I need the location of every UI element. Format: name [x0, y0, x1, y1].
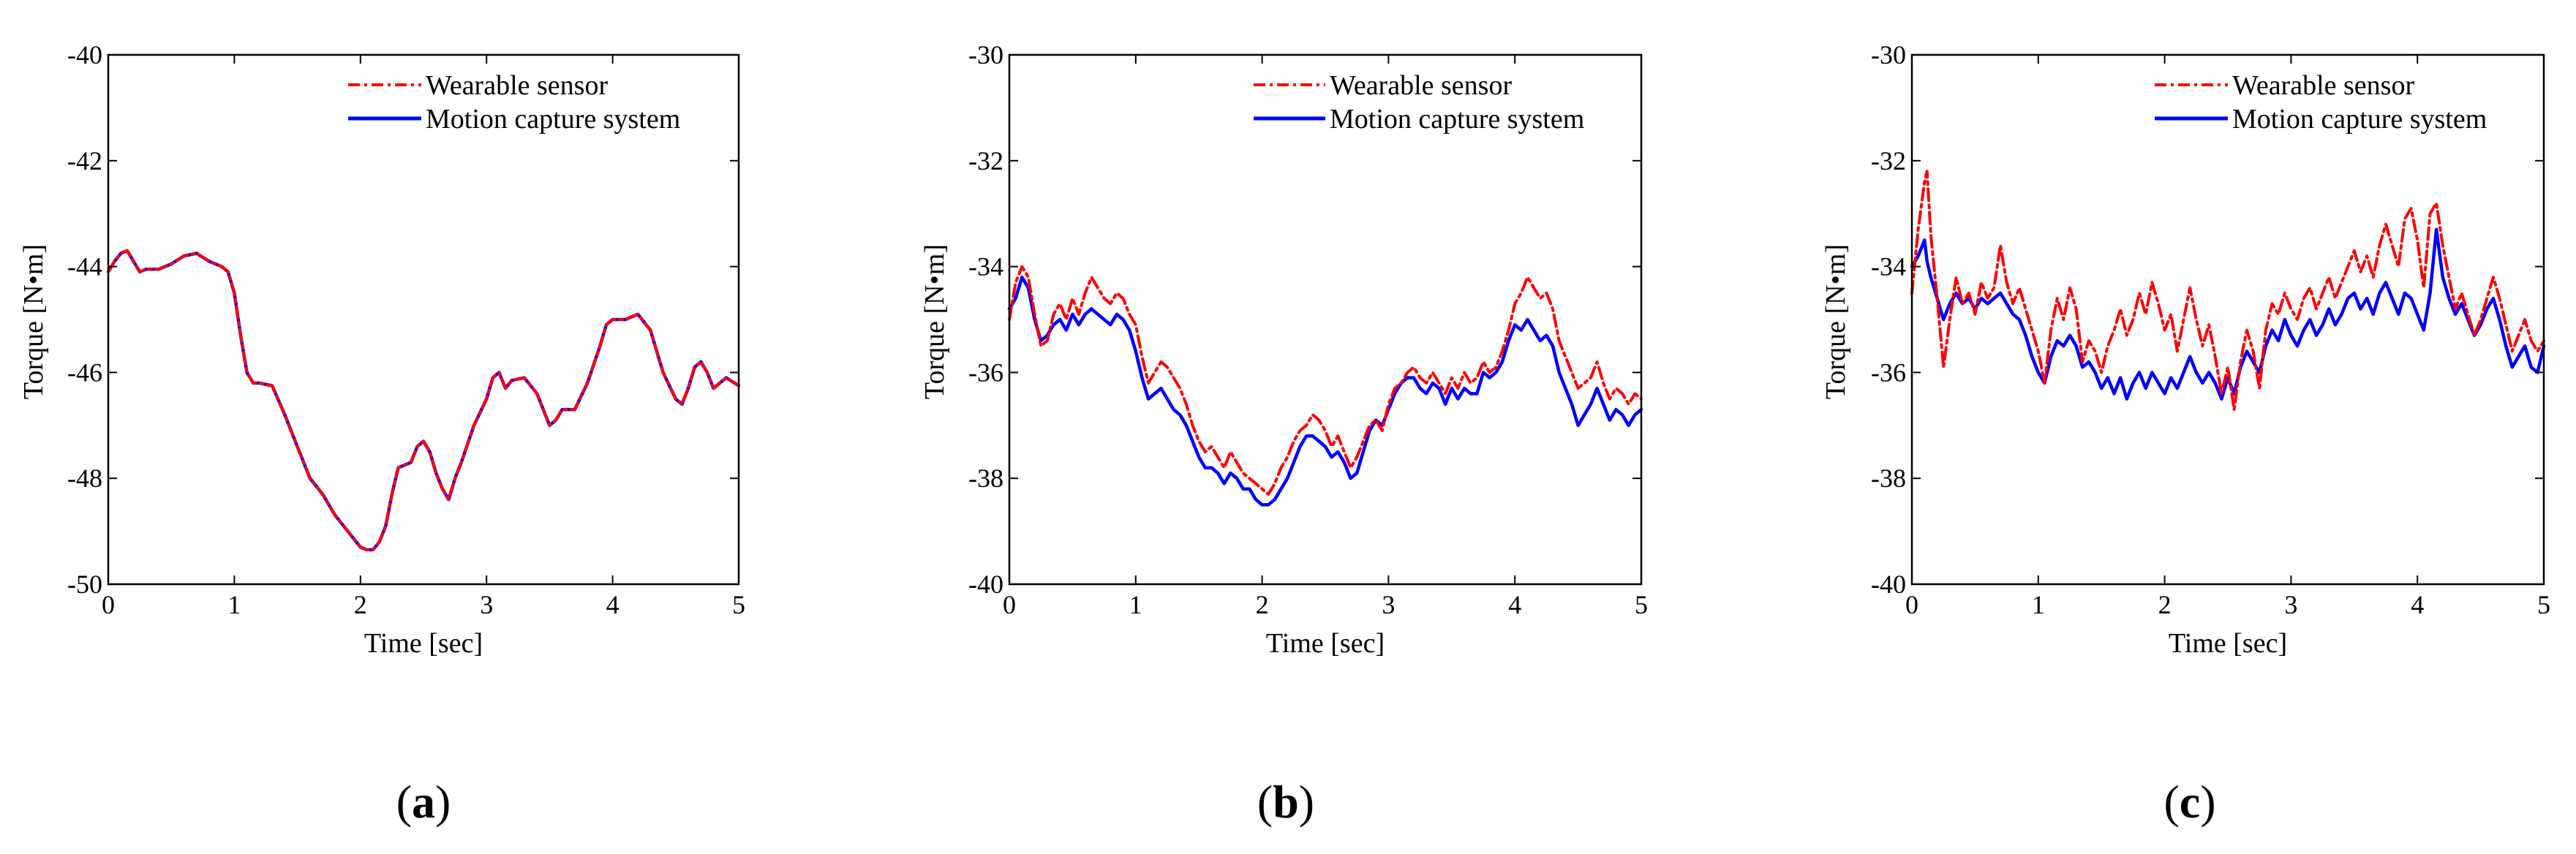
panel-letter-a: a: [412, 776, 435, 828]
y-tick-label-a: -44: [67, 252, 102, 281]
y-tick-label-b: -30: [968, 40, 1003, 69]
y-tick-label-b: -32: [968, 146, 1003, 175]
x-tick-label-a: 3: [480, 590, 493, 619]
y-axis-label-c: Torque [N•m]: [1820, 244, 1851, 399]
y-tick-label-c: -30: [1871, 40, 1906, 69]
y-tick-label-c: -32: [1871, 146, 1906, 175]
y-tick-label-c: -40: [1871, 570, 1906, 599]
plot-frame-a: [107, 53, 740, 586]
y-axis-label-b: Torque [N•m]: [919, 244, 950, 399]
legend-a: Wearable sensor Motion capture system: [348, 70, 680, 135]
legend-label-mocap-c: Motion capture system: [2232, 104, 2487, 135]
legend-label-mocap-b: Motion capture system: [1330, 104, 1584, 135]
plot-area-b: 0 1 2 3 4 5 -40 -38 -36 -34 -32 -30: [968, 40, 1648, 619]
x-tick-label-a: 0: [102, 590, 115, 619]
panel-label-b: (b): [1257, 776, 1314, 828]
x-tick-label-c: 2: [2158, 590, 2172, 619]
y-tick-label-b: -36: [968, 358, 1003, 387]
y-tick-label-a: -46: [67, 358, 102, 387]
x-axis-label-b: Time [sec]: [1266, 628, 1385, 659]
y-tick-label-b: -34: [968, 252, 1003, 281]
x-tick-label-a: 4: [606, 590, 619, 619]
x-tick-label-b: 5: [1635, 590, 1648, 619]
chart-panel-c: 0 1 2 3 4 5 -40 -38 -36 -34 -32 -30 Time [sec] Torq…: [1820, 40, 2550, 828]
chart-panel-b: 0 1 2 3 4 5 -40 -38 -36 -34 -32 -30 Time [sec] Torq…: [919, 40, 1648, 828]
x-tick-label-a: 1: [227, 590, 241, 619]
legend-b: Wearable sensor Motion capture system: [1254, 70, 1584, 135]
legend-label-mocap-a: Motion capture system: [426, 104, 680, 135]
x-tick-label-c: 5: [2537, 590, 2550, 619]
y-tick-label-c: -34: [1871, 252, 1906, 281]
panel-letter-c: c: [2180, 776, 2200, 828]
x-axis-label-c: Time [sec]: [2169, 628, 2287, 659]
x-axis-label-a: Time [sec]: [364, 628, 483, 659]
legend-label-wearable-b: Wearable sensor: [1330, 70, 1512, 101]
y-tick-label-c: -38: [1871, 464, 1906, 493]
plot-area-c: 0 1 2 3 4 5 -40 -38 -36 -34 -32 -30: [1871, 40, 2550, 619]
series-line-wearable-a: [107, 249, 740, 551]
y-tick-label-a: -42: [67, 146, 102, 175]
x-tick-label-b: 0: [1003, 590, 1016, 619]
y-tick-label-a: -40: [67, 40, 102, 69]
x-tick-label-c: 1: [2032, 590, 2045, 619]
panel-letter-b: b: [1273, 776, 1299, 828]
x-tick-label-a: 2: [354, 590, 367, 619]
y-tick-label-b: -40: [968, 570, 1003, 599]
y-tick-label-c: -36: [1871, 358, 1906, 387]
y-tick-label-a: -48: [67, 464, 102, 493]
series-line-mocap-b: [1007, 275, 1643, 507]
y-tick-label-a: -50: [67, 570, 102, 599]
x-tick-label-b: 4: [1508, 590, 1521, 619]
plot-area-a: 0 1 2 3 4 5 -50 -48 -46 -44 -42 -40: [67, 40, 745, 619]
plot-frame-c: [1910, 53, 2545, 586]
x-tick-label-c: 0: [1905, 590, 1918, 619]
x-tick-label-c: 4: [2411, 590, 2424, 619]
x-tick-label-b: 2: [1256, 590, 1269, 619]
y-axis-label-a: Torque [N•m]: [18, 244, 49, 399]
chart-panel-a: 0 1 2 3 4 5 -50 -48 -46 -44 -42 -40 Time [sec] Torq…: [18, 40, 745, 828]
series-line-wearable-b: [1008, 265, 1643, 496]
x-tick-label-c: 3: [2284, 590, 2297, 619]
legend-label-wearable-a: Wearable sensor: [426, 70, 608, 101]
panel-label-a: (a): [396, 776, 451, 828]
x-tick-label-b: 1: [1129, 590, 1142, 619]
plot-frame-b: [1008, 53, 1643, 586]
legend-c: Wearable sensor Motion capture system: [2155, 70, 2487, 135]
y-tick-label-b: -38: [968, 464, 1003, 493]
series-line-mocap-c: [1910, 227, 2546, 401]
panel-label-c: (c): [2163, 776, 2215, 828]
x-tick-label-b: 3: [1382, 590, 1395, 619]
x-tick-label-a: 5: [732, 590, 745, 619]
legend-label-wearable-c: Wearable sensor: [2232, 70, 2414, 101]
series-line-wearable-c: [1910, 170, 2545, 412]
